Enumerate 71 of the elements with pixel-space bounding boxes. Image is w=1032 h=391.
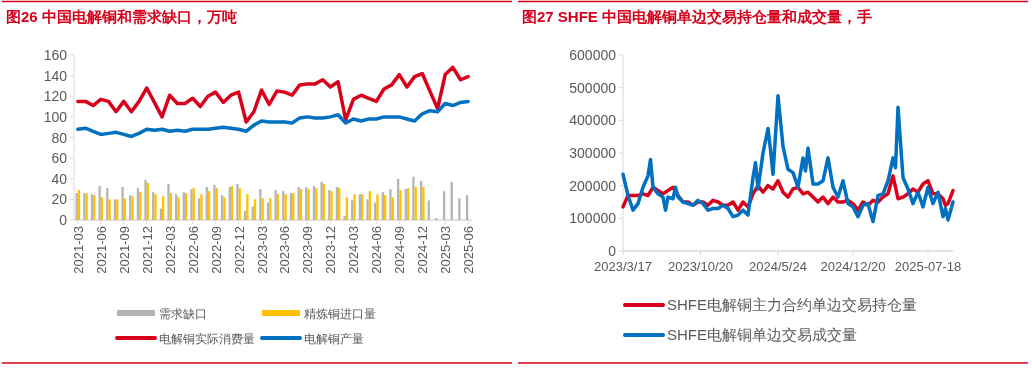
y-tick-label: 20 [51, 191, 68, 208]
x-tick-label: 2021-03 [70, 226, 86, 274]
bar [366, 199, 369, 220]
line-series [76, 65, 470, 124]
legend-label: 电解铜实际消费量 [159, 332, 255, 346]
y-tick-label: 60 [51, 150, 68, 167]
bar [236, 183, 239, 220]
y-tick-label: 0 [608, 243, 617, 259]
bar [389, 189, 392, 220]
bar [412, 176, 415, 220]
x-tick-label: 2023-12 [323, 226, 339, 274]
x-tick-label: 2025-07-18 [894, 259, 962, 274]
x-tick-label: 2021-06 [93, 226, 109, 274]
bar [246, 194, 249, 220]
bar [98, 185, 101, 220]
legend-label: 需求缺口 [159, 307, 207, 321]
bar [121, 187, 124, 220]
y-tick-label: 120 [43, 88, 68, 105]
x-tick-label: 2024-09 [392, 226, 408, 274]
bar [167, 183, 170, 220]
x-tick-label: 2022-03 [162, 226, 178, 274]
x-tick-label: 2022-06 [185, 226, 201, 274]
x-tick-label: 2024/12/20 [820, 259, 886, 274]
y-tick-label: 300000 [569, 145, 617, 161]
bar [108, 199, 111, 220]
y-tick-label: 200000 [569, 177, 617, 194]
legend-label: 电解铜产量 [304, 332, 364, 346]
line-series [76, 99, 470, 139]
bar [458, 198, 461, 220]
bar [376, 194, 379, 220]
legend-label: SHFE电解铜单边交易成交量 [667, 326, 858, 343]
x-tick-label: 2025-06 [461, 226, 477, 274]
line-series [621, 94, 955, 224]
x-tick-label: 2025-03 [438, 226, 454, 274]
x-tick-label: 2022-12 [231, 226, 247, 274]
y-tick-label: 100000 [569, 210, 617, 227]
x-tick-label: 2023-09 [300, 226, 316, 274]
bar [374, 202, 377, 220]
x-tick-label: 2023-06 [277, 226, 293, 274]
x-tick-label: 2021-09 [116, 226, 132, 274]
x-tick-label: 2023-03 [254, 226, 270, 274]
legend-label: 精炼铜进口量 [304, 307, 376, 321]
bar [259, 189, 262, 220]
y-tick-label: 140 [43, 67, 68, 84]
x-tick-label: 2024-12 [415, 226, 431, 274]
chart-title: 图26 中国电解铜和需求缺口，万吨 [6, 8, 237, 25]
y-tick-label: 40 [51, 170, 68, 187]
bar [200, 194, 203, 220]
bar [399, 190, 402, 220]
x-tick-label: 2021-12 [139, 226, 155, 274]
bar [343, 215, 346, 220]
bar [422, 187, 425, 220]
y-tick-label: 0 [59, 212, 68, 228]
x-tick-label: 2024-03 [346, 226, 362, 274]
x-tick-label: 2024/5/24 [749, 259, 807, 274]
y-tick-label: 500000 [569, 79, 617, 96]
y-tick-label: 600000 [569, 47, 617, 63]
bar [435, 217, 438, 220]
x-tick-label: 2023/10/20 [667, 259, 734, 274]
x-tick-label: 2022-09 [208, 226, 224, 274]
x-tick-label: 2023/3/17 [594, 259, 652, 274]
chart-title: 图27 SHFE 中国电解铜单边交易持仓量和成交量，手 [522, 8, 873, 25]
legend-label: SHFE电解铜主力合约单边交易持仓量 [667, 296, 918, 313]
bar [353, 194, 356, 220]
y-tick-label: 160 [43, 47, 68, 63]
y-tick-label: 80 [51, 129, 68, 146]
bar [213, 184, 216, 220]
y-tick-label: 400000 [569, 112, 617, 129]
y-tick-label: 100 [43, 108, 68, 125]
bar [266, 202, 270, 220]
x-tick-label: 2024-06 [369, 226, 385, 274]
